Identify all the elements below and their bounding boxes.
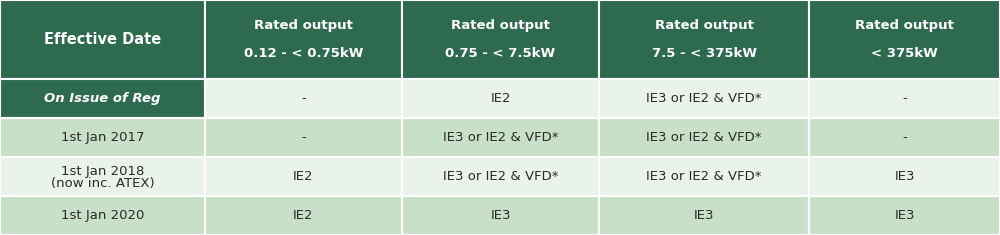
Text: IE2: IE2	[293, 170, 314, 183]
Text: IE3: IE3	[694, 209, 714, 222]
Text: IE3: IE3	[490, 209, 511, 222]
FancyBboxPatch shape	[599, 0, 809, 79]
Text: IE2: IE2	[490, 92, 511, 105]
FancyBboxPatch shape	[402, 157, 599, 196]
FancyBboxPatch shape	[205, 0, 402, 79]
FancyBboxPatch shape	[402, 118, 599, 157]
FancyBboxPatch shape	[599, 118, 809, 157]
FancyBboxPatch shape	[0, 0, 205, 79]
FancyBboxPatch shape	[809, 196, 1000, 235]
Text: 7.5 - < 375kW: 7.5 - < 375kW	[652, 47, 757, 60]
Text: On Issue of Reg: On Issue of Reg	[44, 92, 161, 105]
Text: IE3 or IE2 & VFD*: IE3 or IE2 & VFD*	[443, 170, 558, 183]
Text: (now inc. ATEX): (now inc. ATEX)	[51, 176, 154, 190]
Text: 1st Jan 2017: 1st Jan 2017	[61, 131, 144, 144]
Text: Rated output: Rated output	[655, 19, 753, 32]
Text: IE2: IE2	[293, 209, 314, 222]
FancyBboxPatch shape	[402, 0, 599, 79]
Text: IE3 or IE2 & VFD*: IE3 or IE2 & VFD*	[646, 170, 762, 183]
FancyBboxPatch shape	[809, 157, 1000, 196]
FancyBboxPatch shape	[809, 0, 1000, 79]
FancyBboxPatch shape	[0, 157, 205, 196]
FancyBboxPatch shape	[402, 196, 599, 235]
Text: IE3: IE3	[894, 209, 915, 222]
Text: IE3 or IE2 & VFD*: IE3 or IE2 & VFD*	[443, 131, 558, 144]
Text: -: -	[301, 131, 306, 144]
FancyBboxPatch shape	[402, 79, 599, 118]
FancyBboxPatch shape	[0, 118, 205, 157]
FancyBboxPatch shape	[809, 79, 1000, 118]
Text: Rated output: Rated output	[254, 19, 353, 32]
FancyBboxPatch shape	[205, 196, 402, 235]
FancyBboxPatch shape	[0, 79, 205, 118]
FancyBboxPatch shape	[809, 118, 1000, 157]
Text: Rated output: Rated output	[451, 19, 550, 32]
Text: -: -	[902, 92, 907, 105]
Text: 0.12 - < 0.75kW: 0.12 - < 0.75kW	[244, 47, 363, 60]
Text: IE3: IE3	[894, 170, 915, 183]
FancyBboxPatch shape	[599, 79, 809, 118]
Text: Rated output: Rated output	[855, 19, 954, 32]
Text: IE3 or IE2 & VFD*: IE3 or IE2 & VFD*	[646, 131, 762, 144]
FancyBboxPatch shape	[599, 196, 809, 235]
FancyBboxPatch shape	[205, 157, 402, 196]
FancyBboxPatch shape	[599, 157, 809, 196]
FancyBboxPatch shape	[205, 118, 402, 157]
Text: 0.75 - < 7.5kW: 0.75 - < 7.5kW	[445, 47, 556, 60]
Text: -: -	[301, 92, 306, 105]
Text: 1st Jan 2018: 1st Jan 2018	[61, 165, 144, 178]
Text: < 375kW: < 375kW	[871, 47, 938, 60]
Text: 1st Jan 2020: 1st Jan 2020	[61, 209, 144, 222]
FancyBboxPatch shape	[205, 79, 402, 118]
Text: Effective Date: Effective Date	[44, 32, 161, 47]
Text: IE3 or IE2 & VFD*: IE3 or IE2 & VFD*	[646, 92, 762, 105]
Text: -: -	[902, 131, 907, 144]
FancyBboxPatch shape	[0, 196, 205, 235]
